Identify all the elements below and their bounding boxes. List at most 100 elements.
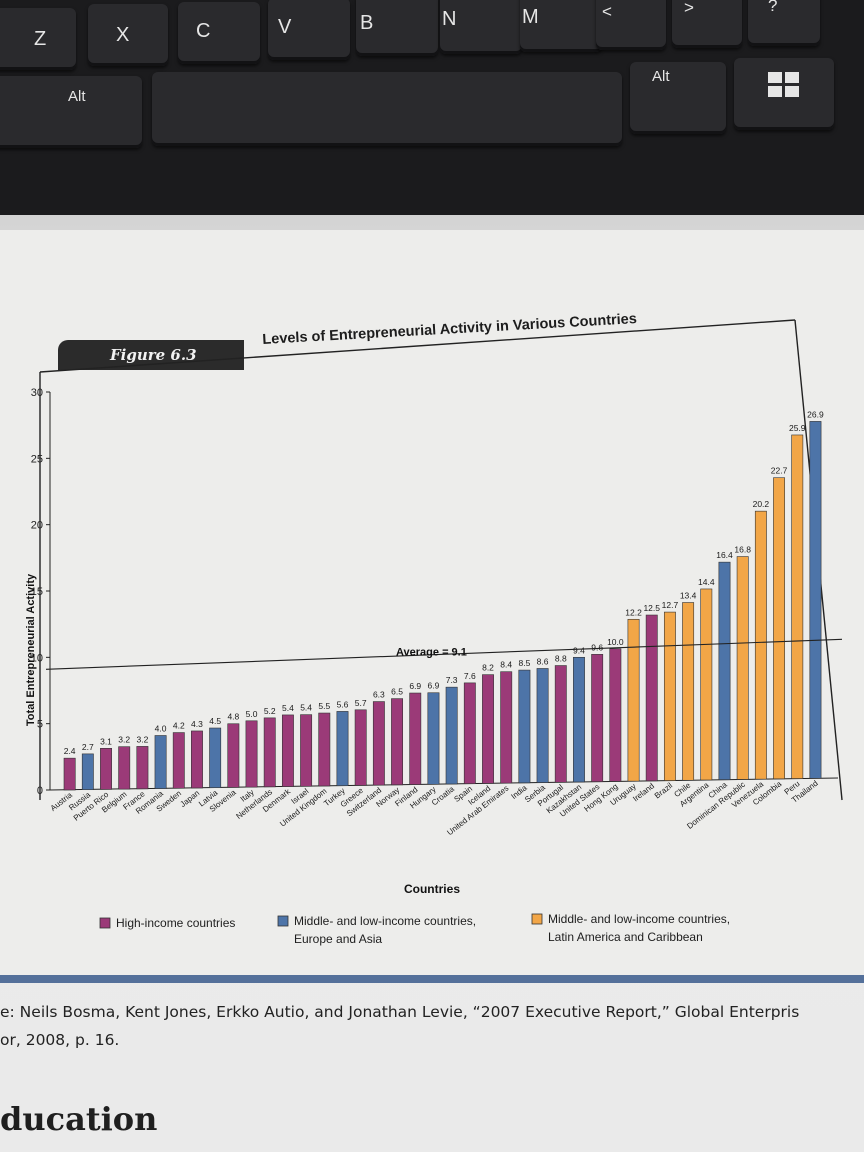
key-right-alt: Alt [630,62,726,134]
x-axis-label: Countries [404,882,460,896]
bar-value-label: 4.5 [209,716,221,726]
page-rule [0,975,864,983]
windows-logo-icon [768,72,800,98]
key-left-alt: Alt [0,76,142,148]
bar-value-label: 8.4 [500,660,512,670]
bar-value-label: 5.5 [318,701,330,711]
bar-iceland [482,674,494,784]
bar-dominican-republic [736,556,749,780]
bar-value-label: 14.4 [698,577,715,587]
y-tick-label: 10 [31,652,43,664]
legend-label-eu-line2: Europe and Asia [294,932,382,946]
bar-value-label: 22.7 [771,466,788,476]
bar-value-label: 4.2 [173,721,185,731]
bar-switzerland [372,701,385,786]
bar-value-label: 8.6 [537,656,549,666]
key-m: M [520,0,602,52]
y-tick-label: 20 [31,520,43,532]
bar-italy [245,720,258,788]
bar-united-arab-emirates [500,671,513,784]
bar-india [518,669,531,784]
bar-puerto-rico [100,748,112,790]
bar-value-label: 16.8 [734,545,751,555]
bar-colombia [773,477,786,780]
source-citation-line-2: or, 2008, p. 16. [0,1031,120,1049]
x-tick-label: Ireland [631,781,656,803]
bar-value-label: 16.4 [716,550,733,560]
bar-value-label: 5.4 [300,703,312,713]
bar-hong-kong [609,648,622,782]
legend-label-la: Middle- and low-income countries, [548,912,730,926]
bar-netherlands [263,717,276,788]
bar-ireland [645,614,658,782]
bar-chile [682,602,695,781]
bar-israel [300,714,313,787]
bar-value-label: 7.6 [464,671,476,681]
bar-thailand [809,421,822,779]
bar-china [718,561,731,781]
bar-value-label: 3.1 [100,736,112,746]
bar-venezuela [754,510,767,780]
bar-value-label: 8.8 [555,654,567,664]
legend-label-high: High-income countries [116,916,235,930]
legend-swatch-la [531,913,543,925]
bar-value-label: 12.2 [625,607,642,617]
bar-slovenia [227,723,240,788]
y-tick-label: 0 [37,785,43,797]
bar-value-label: 3.2 [118,735,130,745]
y-tick-label: 25 [31,453,43,465]
key-period: > [672,0,742,48]
bar-united-kingdom [318,712,331,787]
source-citation-line-1: e: Neils Bosma, Kent Jones, Erkko Autio,… [0,1003,800,1021]
bar-kazakhstan [573,656,585,783]
key-c: C [178,2,260,64]
key-v: V [268,0,350,60]
bar-chart: 0 5 10 15 20 25 30 Total Entrepreneurial Activi… [25,319,843,946]
bar-romania [154,735,167,789]
bar-france [136,746,149,790]
y-axis-label: Total Entrepreneurial Activity [25,573,37,726]
bar-value-label: 5.4 [282,703,294,713]
bar-value-label: 6.9 [409,681,421,691]
bar-value-label: 12.7 [662,600,679,610]
bar-value-label: 4.8 [227,712,239,722]
bar-value-label: 9.6 [591,642,603,652]
bar-argentina [700,588,713,781]
average-label: Average = 9.1 [396,646,467,658]
key-slash: ? [748,0,820,46]
bar-peru [791,434,804,779]
bar-spain [463,682,476,785]
bar-uruguay [627,618,640,782]
bar-value-label: 12.5 [643,603,660,613]
bar-denmark [281,714,294,787]
bar-value-label: 8.5 [518,658,530,668]
bar-value-label: 13.4 [680,591,697,601]
bar-hungary [427,692,440,785]
y-tick-label: 15 [31,586,43,598]
bar-serbia [536,668,549,783]
bar-finland [409,692,422,785]
bar-value-label: 5.6 [337,699,349,709]
bar-belgium [118,746,131,790]
bar-latvia [209,727,222,789]
legend-label-la-line2: Latin America and Caribbean [548,930,703,944]
bar-value-label: 26.9 [807,409,824,419]
legend-label-eu: Middle- and low-income countries, [294,914,476,928]
bar-value-label: 5.7 [355,698,367,708]
bar-russia [81,753,94,791]
bar-value-label: 4.0 [155,724,167,734]
bar-value-label: 9.4 [573,645,585,655]
bar-value-label: 6.3 [373,690,385,700]
bar-value-label: 2.7 [82,742,94,752]
bar-austria [63,757,76,791]
bar-value-label: 6.5 [391,687,403,697]
bar-united-states [591,654,604,783]
bar-greece [354,709,367,786]
keyboard: Z X C V B N M < > ? Alt Alt [0,0,864,215]
key-windows [734,58,834,130]
key-n: N [440,0,522,54]
x-tick-label: Japan [178,788,201,809]
key-b: B [356,0,438,56]
y-tick-label: 5 [37,719,43,731]
key-x: X [88,4,168,66]
